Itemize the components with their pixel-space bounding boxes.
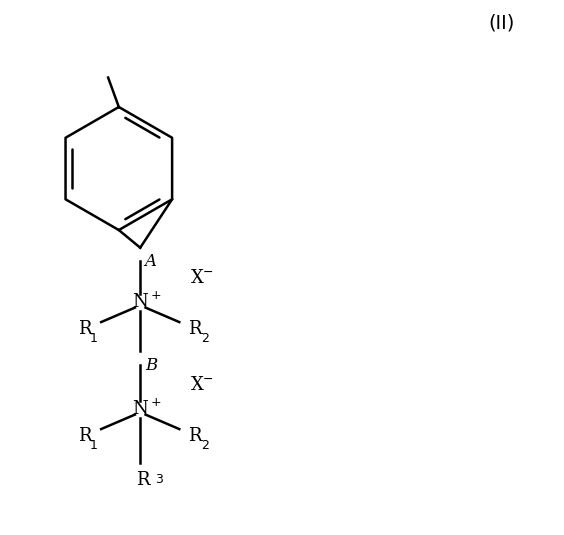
Text: 3: 3: [155, 473, 163, 486]
Text: 1: 1: [90, 332, 97, 345]
Text: A: A: [144, 253, 156, 270]
Text: R: R: [188, 320, 202, 338]
Text: N: N: [133, 400, 148, 418]
Text: +: +: [151, 289, 161, 302]
Text: X: X: [191, 269, 204, 287]
Text: (II): (II): [488, 13, 514, 33]
Text: −: −: [203, 373, 213, 386]
Text: B: B: [146, 357, 158, 374]
Text: +: +: [151, 396, 161, 409]
Text: R: R: [188, 427, 202, 445]
Text: X: X: [191, 376, 204, 394]
Text: 2: 2: [201, 439, 209, 452]
Text: 1: 1: [90, 439, 97, 452]
Text: N: N: [133, 293, 148, 311]
Text: R: R: [78, 320, 91, 338]
Text: −: −: [203, 266, 213, 279]
Text: R: R: [136, 471, 149, 489]
Text: 2: 2: [201, 332, 209, 345]
Text: R: R: [78, 427, 91, 445]
